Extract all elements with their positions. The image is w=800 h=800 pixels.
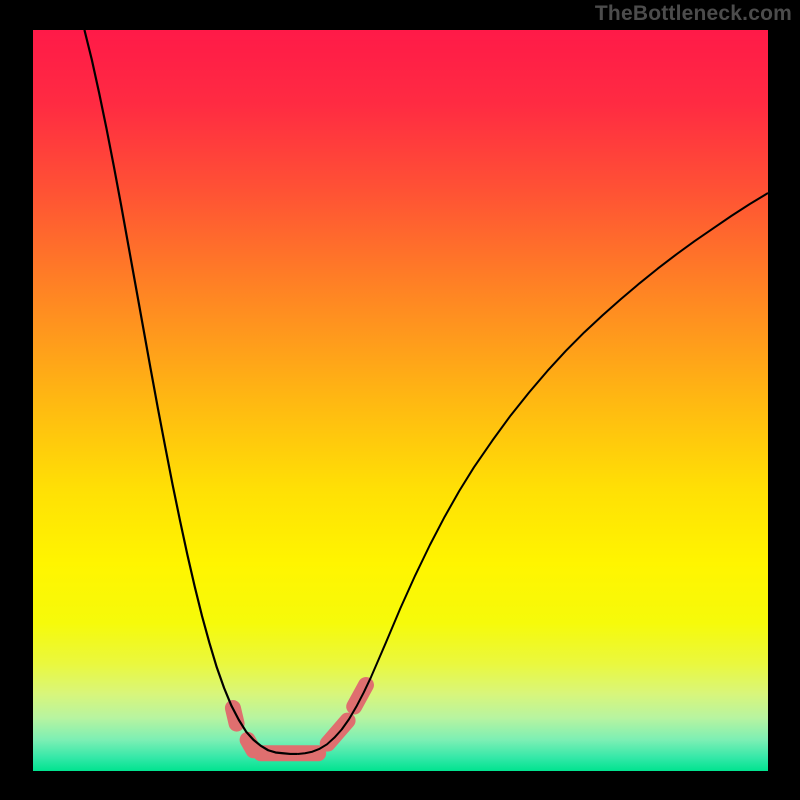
- watermark-text: TheBottleneck.com: [595, 2, 792, 26]
- chart-svg: [33, 30, 768, 771]
- right-curve: [298, 193, 768, 754]
- highlight-segment: [248, 740, 254, 750]
- highlight-group: [233, 685, 366, 753]
- chart-stage: TheBottleneck.com: [0, 0, 800, 800]
- left-curve: [84, 30, 297, 754]
- highlight-segment: [354, 685, 366, 706]
- plot-area: [33, 30, 768, 771]
